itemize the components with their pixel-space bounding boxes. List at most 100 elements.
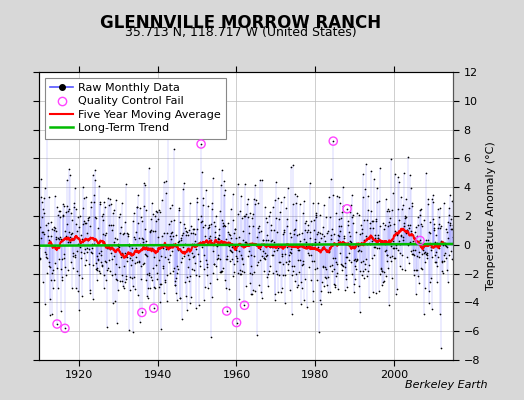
Point <box>79 204 87 211</box>
Point <box>222 284 231 291</box>
Point <box>389 189 398 196</box>
Point <box>271 297 280 303</box>
Point <box>131 286 139 292</box>
Point <box>284 267 292 273</box>
Point <box>307 277 315 284</box>
Point <box>342 276 351 282</box>
Point <box>74 214 82 220</box>
Point <box>314 200 322 207</box>
Point <box>67 210 75 216</box>
Point <box>297 301 305 307</box>
Point <box>89 172 97 178</box>
Point <box>367 207 376 214</box>
Point <box>129 210 138 216</box>
Point <box>374 234 382 241</box>
Point <box>199 224 207 230</box>
Point <box>333 236 342 243</box>
Point <box>287 246 296 252</box>
Point <box>422 170 431 177</box>
Point <box>48 270 56 276</box>
Point <box>211 234 220 240</box>
Point <box>207 236 215 243</box>
Point <box>167 230 176 237</box>
Point <box>42 222 50 228</box>
Point <box>415 249 423 255</box>
Point <box>115 210 124 217</box>
Point <box>265 268 274 274</box>
Point <box>438 259 446 266</box>
Point <box>111 271 119 277</box>
Point <box>294 231 303 238</box>
Point <box>273 228 281 235</box>
Point <box>77 255 85 261</box>
Point <box>104 194 113 201</box>
Point <box>110 207 118 213</box>
Point <box>289 162 297 168</box>
Point <box>177 235 185 241</box>
Point <box>163 123 172 130</box>
Point <box>178 316 187 322</box>
Point <box>243 241 252 248</box>
Point <box>374 232 382 239</box>
Point <box>161 178 170 184</box>
Point <box>90 177 99 183</box>
Point <box>197 141 205 147</box>
Point <box>379 278 388 284</box>
Point <box>40 195 48 201</box>
Point <box>362 161 370 167</box>
Point <box>97 252 105 258</box>
Point <box>377 239 385 245</box>
Point <box>428 306 436 312</box>
Point <box>283 261 292 268</box>
Point <box>126 287 134 293</box>
Point <box>198 218 206 225</box>
Point <box>145 165 153 172</box>
Point <box>75 213 84 220</box>
Point <box>279 229 288 236</box>
Point <box>221 277 230 283</box>
Point <box>166 205 174 212</box>
Point <box>448 226 456 232</box>
Point <box>214 255 222 261</box>
Point <box>434 245 443 251</box>
Point <box>344 240 352 246</box>
Point <box>321 274 329 280</box>
Point <box>189 226 198 232</box>
Point <box>107 201 115 208</box>
Point <box>64 229 73 235</box>
Point <box>123 258 132 264</box>
Point <box>317 301 325 308</box>
Point <box>410 252 419 258</box>
Point <box>419 244 427 250</box>
Point <box>38 206 47 212</box>
Point <box>51 225 59 232</box>
Point <box>213 276 221 282</box>
Point <box>165 220 173 227</box>
Point <box>343 254 352 260</box>
Point <box>241 239 249 245</box>
Point <box>324 289 333 295</box>
Point <box>156 209 165 215</box>
Point <box>325 288 334 295</box>
Point <box>323 228 332 234</box>
Point <box>430 220 439 227</box>
Point <box>389 245 398 251</box>
Point <box>233 255 241 262</box>
Point <box>182 228 190 234</box>
Point <box>179 180 188 186</box>
Point <box>264 283 272 290</box>
Point <box>162 298 171 304</box>
Point <box>424 201 432 208</box>
Point <box>207 220 215 227</box>
Point <box>125 240 133 247</box>
Point <box>191 260 199 266</box>
Point <box>209 248 217 254</box>
Point <box>232 234 240 241</box>
Point <box>344 257 353 263</box>
Point <box>352 266 361 272</box>
Point <box>202 257 210 264</box>
Point <box>261 256 269 262</box>
Point <box>438 258 446 264</box>
Point <box>93 253 101 259</box>
Point <box>422 251 431 258</box>
